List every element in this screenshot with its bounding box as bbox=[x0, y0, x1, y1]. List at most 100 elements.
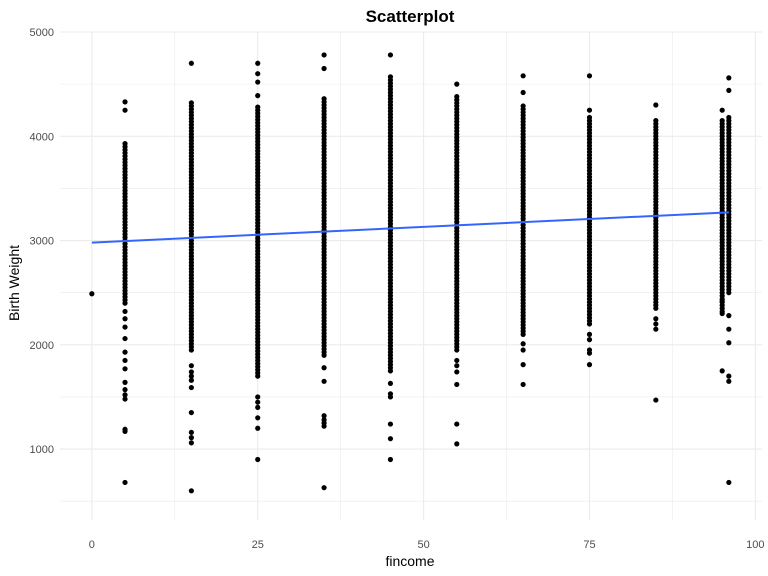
data-point bbox=[321, 413, 327, 419]
data-point bbox=[122, 316, 128, 322]
data-point bbox=[653, 321, 659, 327]
data-point bbox=[520, 362, 526, 368]
x-tick-label: 50 bbox=[417, 539, 429, 551]
data-point bbox=[122, 335, 128, 342]
data-point bbox=[520, 347, 526, 353]
data-point bbox=[719, 298, 725, 304]
x-axis-title: fincome bbox=[385, 553, 434, 569]
data-point bbox=[122, 387, 128, 393]
data-point bbox=[122, 99, 128, 105]
data-point bbox=[122, 426, 128, 432]
data-point bbox=[255, 399, 261, 405]
data-point bbox=[653, 326, 659, 332]
data-points bbox=[89, 52, 732, 494]
data-point bbox=[255, 456, 261, 463]
data-point bbox=[122, 324, 128, 330]
data-point bbox=[122, 396, 128, 402]
data-point bbox=[255, 104, 261, 110]
data-point bbox=[188, 488, 194, 494]
data-point bbox=[520, 381, 526, 388]
x-tick-label: 100 bbox=[746, 539, 764, 551]
data-point bbox=[255, 79, 261, 85]
data-point bbox=[387, 74, 394, 80]
data-point bbox=[653, 397, 659, 403]
data-point bbox=[454, 441, 460, 447]
data-point bbox=[321, 365, 327, 371]
data-point bbox=[387, 421, 394, 427]
data-point bbox=[89, 291, 95, 297]
data-point bbox=[188, 369, 194, 375]
data-point bbox=[586, 114, 593, 121]
data-point bbox=[454, 369, 460, 375]
y-tick-label: 1000 bbox=[30, 444, 54, 456]
data-point bbox=[586, 347, 593, 353]
data-point bbox=[719, 118, 725, 124]
data-point bbox=[454, 363, 460, 369]
data-point bbox=[387, 391, 394, 397]
data-point bbox=[454, 81, 460, 87]
data-point bbox=[520, 341, 526, 347]
data-point bbox=[586, 331, 593, 337]
data-point bbox=[255, 93, 261, 99]
data-point bbox=[122, 479, 128, 486]
data-point bbox=[726, 114, 732, 121]
data-point bbox=[122, 379, 128, 385]
data-point bbox=[726, 378, 732, 384]
chart-title: Scatterplot bbox=[366, 7, 455, 26]
data-point bbox=[255, 404, 261, 410]
data-point bbox=[122, 392, 128, 398]
data-point bbox=[387, 380, 394, 387]
y-tick-label: 2000 bbox=[30, 340, 54, 352]
data-point bbox=[726, 75, 732, 81]
data-point bbox=[255, 415, 261, 421]
data-point bbox=[122, 366, 128, 372]
data-point bbox=[321, 52, 327, 58]
data-point bbox=[188, 363, 194, 369]
data-point bbox=[122, 349, 128, 355]
x-tick-label: 25 bbox=[252, 539, 264, 551]
data-point bbox=[122, 140, 128, 147]
data-point bbox=[454, 94, 460, 100]
data-point bbox=[122, 357, 128, 364]
data-point bbox=[653, 118, 659, 124]
data-point bbox=[726, 313, 732, 319]
y-tick-labels: 1000 2000 3000 4000 5000 bbox=[30, 27, 54, 456]
data-point bbox=[520, 73, 526, 79]
data-point bbox=[586, 73, 593, 79]
data-point bbox=[188, 435, 194, 441]
data-point bbox=[726, 340, 732, 346]
data-point bbox=[726, 87, 732, 93]
data-point bbox=[726, 373, 732, 379]
data-point bbox=[520, 89, 526, 96]
data-point bbox=[454, 357, 460, 364]
data-point bbox=[726, 326, 732, 332]
data-point bbox=[122, 308, 128, 315]
data-point bbox=[188, 384, 194, 391]
data-point bbox=[321, 65, 327, 72]
data-point bbox=[719, 310, 725, 317]
data-point bbox=[188, 440, 194, 446]
data-point bbox=[321, 485, 327, 491]
trend-line bbox=[91, 211, 729, 244]
data-point bbox=[255, 60, 261, 66]
data-point bbox=[586, 337, 593, 343]
x-tick-label: 0 bbox=[89, 539, 95, 551]
data-point bbox=[321, 378, 327, 384]
data-point bbox=[188, 60, 194, 66]
y-tick-label: 5000 bbox=[30, 27, 54, 39]
data-point bbox=[255, 425, 261, 431]
data-point bbox=[188, 429, 194, 436]
data-point bbox=[719, 107, 725, 113]
data-point bbox=[188, 409, 194, 416]
data-point bbox=[454, 381, 460, 388]
data-point bbox=[726, 479, 732, 486]
x-tick-label: 75 bbox=[583, 539, 595, 551]
data-point bbox=[387, 436, 394, 442]
data-point bbox=[188, 373, 194, 379]
data-point bbox=[321, 96, 327, 102]
data-point bbox=[188, 100, 194, 106]
data-point bbox=[586, 107, 593, 113]
data-point bbox=[387, 456, 394, 463]
y-axis-title: Birth Weight bbox=[6, 245, 22, 321]
